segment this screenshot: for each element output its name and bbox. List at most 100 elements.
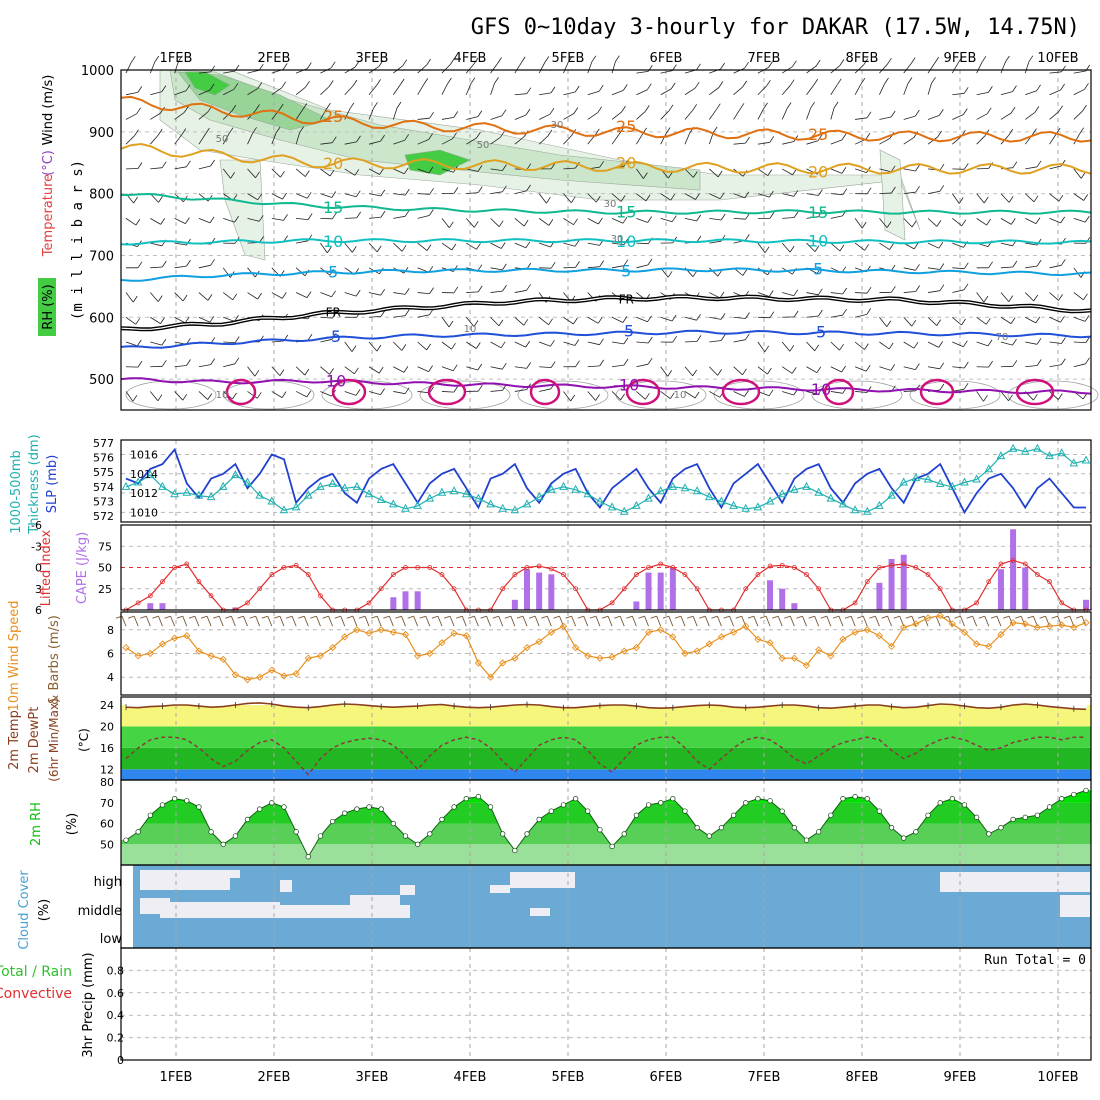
cape-tick-label: 75	[98, 540, 112, 553]
rh-contour-label: 50	[216, 134, 229, 145]
cloud-level-low: low	[100, 932, 123, 947]
isotherm-label: FR	[326, 306, 341, 320]
cloud-axis-label: Cloud Cover	[17, 870, 32, 950]
temp-tick-label: 20	[100, 720, 114, 733]
rh2m-point	[1023, 815, 1028, 820]
rh-contour-label: 30	[611, 234, 624, 245]
rh2m-point	[719, 825, 724, 830]
cape-bar	[658, 573, 664, 610]
temp-band	[121, 705, 1091, 726]
cape-bar	[536, 573, 542, 610]
pressure-tick-label: 800	[89, 188, 114, 203]
rh2m-point	[731, 813, 736, 818]
pressure-tick-label: 500	[89, 373, 114, 388]
cape-axis-label: CAPE (J/kg)	[75, 532, 90, 604]
cape-bar	[1010, 529, 1016, 610]
rh2m-point	[950, 796, 955, 801]
cape-bar	[876, 583, 882, 610]
x-tick-label-bottom: 6FEB	[650, 1070, 683, 1085]
isotherm-label: 15	[616, 203, 636, 222]
rh2m-point	[221, 842, 226, 847]
rh2m-point	[610, 844, 615, 849]
thickness-tick-label: 577	[93, 437, 114, 450]
thickness-tick-label: 572	[93, 510, 114, 523]
rh2m-point	[974, 815, 979, 820]
temp-tick-label: 16	[100, 742, 114, 755]
isotherm-label: 25	[323, 107, 343, 126]
rh2m-point	[756, 796, 761, 801]
temperature-side-label: Temperature	[41, 174, 56, 257]
rh2m-point	[367, 805, 372, 810]
dewpt-axis-label: 2m DewPt	[27, 707, 42, 774]
isotherm-label: -10	[613, 375, 639, 394]
rh2m-point	[622, 832, 627, 837]
rh2m-point	[780, 809, 785, 814]
cloud-clear-block	[1060, 895, 1090, 917]
rh2m-point	[379, 807, 384, 812]
thickness-tick-label: 573	[93, 496, 114, 509]
rh2m-point	[184, 798, 189, 803]
rh2m-point	[172, 796, 177, 801]
cape-bar	[633, 602, 639, 611]
wind-side-label: Wind (m/s)	[41, 75, 56, 146]
rh2m-point	[415, 842, 420, 847]
rh2m-point	[282, 805, 287, 810]
rh2m-point	[355, 807, 360, 812]
cape-bar	[548, 574, 554, 610]
rh2m-point	[585, 809, 590, 814]
slp-axis-label: SLP (mb)	[45, 455, 60, 514]
x-tick-label-top: 9FEB	[944, 51, 977, 66]
isotherm-label: 25	[616, 117, 636, 136]
precip-axis-label: 3hr Precip (mm)	[81, 952, 96, 1057]
rh-contour-label: 50	[477, 140, 490, 151]
rh2m-point	[1035, 813, 1040, 818]
isotherm-label: -5	[810, 322, 826, 341]
temp-band	[121, 748, 1091, 769]
rh2m-point	[427, 832, 432, 837]
rh2m-point	[148, 813, 153, 818]
rh2m-point	[841, 796, 846, 801]
rh2m-point	[318, 834, 323, 839]
temp-tick-label: 24	[100, 699, 114, 712]
x-tick-label-bottom: 7FEB	[748, 1070, 781, 1085]
slp-tick-label: 1014	[130, 468, 158, 481]
rh2m-point	[488, 805, 493, 810]
rh2m-point	[889, 825, 894, 830]
rh2m-point	[561, 803, 566, 808]
rh2m-point	[901, 836, 906, 841]
rh-contour-label: 10	[216, 390, 229, 401]
rh2m-point	[768, 798, 773, 803]
thickness-tick-label: 575	[93, 466, 114, 479]
temp-unit-label: (°C)	[77, 728, 91, 752]
cape-tick-label: 25	[98, 583, 112, 596]
rh2m-point	[634, 813, 639, 818]
slp-tick-label: 1016	[130, 448, 158, 461]
rh2m-point	[683, 809, 688, 814]
rh2m-point	[938, 801, 943, 806]
rh2m-point	[1047, 805, 1052, 810]
pressure-tick-label: 900	[89, 126, 114, 141]
rh2m-point	[440, 817, 445, 822]
cape-bar	[767, 580, 773, 610]
thickness-tick-label: 576	[93, 452, 114, 465]
thickness-axis-label: 1000-500mb	[9, 450, 24, 534]
isotherm-label: 15	[323, 198, 343, 217]
cloud-clear-block	[510, 872, 575, 888]
cape-bar	[889, 559, 895, 610]
rh2m-point	[804, 838, 809, 843]
cape-bar	[779, 589, 785, 610]
wind10-axis-label: 10m Wind Speed	[7, 601, 22, 712]
x-tick-label-bottom: 4FEB	[454, 1070, 487, 1085]
isotherm-label: -10	[805, 380, 831, 399]
x-tick-label-top: 8FEB	[846, 51, 879, 66]
rh2m-point	[464, 796, 469, 801]
rh2m-point	[962, 803, 967, 808]
rh2m-point	[136, 830, 141, 835]
rh2m-point	[209, 830, 214, 835]
temp2m-axis-label: 2m Temp	[7, 710, 22, 770]
cloud-clear-block	[140, 870, 230, 890]
precip-tick-label: 0.6	[107, 987, 125, 1000]
precip-tick-label: 0.2	[107, 1032, 125, 1045]
x-tick-label-bottom: 8FEB	[846, 1070, 879, 1085]
